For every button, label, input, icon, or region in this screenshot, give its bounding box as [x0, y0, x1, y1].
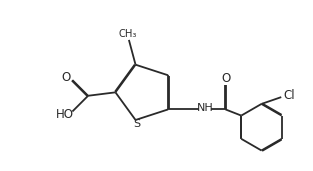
Text: NH: NH	[197, 103, 213, 113]
Text: HO: HO	[56, 108, 74, 121]
Text: S: S	[134, 119, 141, 129]
Text: O: O	[62, 71, 71, 84]
Text: O: O	[221, 73, 230, 86]
Text: Cl: Cl	[283, 89, 295, 102]
Text: CH₃: CH₃	[118, 29, 136, 39]
